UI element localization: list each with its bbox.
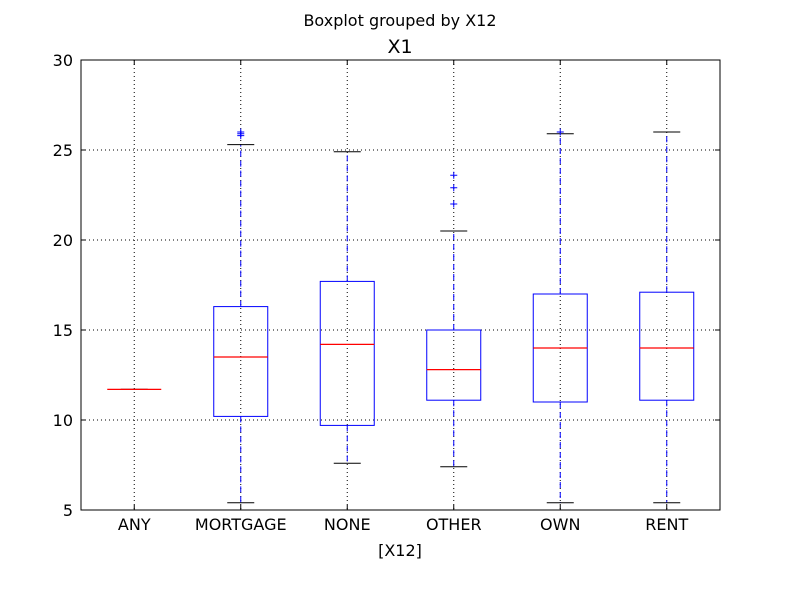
y-tick-label: 15 (53, 321, 73, 340)
x-tick-label: ANY (118, 515, 151, 534)
x-tick-label: NONE (324, 515, 371, 534)
box-own (532, 128, 588, 504)
box-rent (639, 131, 695, 504)
x-tick-label: MORTGAGE (195, 515, 287, 534)
iqr-box (426, 329, 482, 401)
iqr-box (639, 291, 695, 401)
box-mortgage (213, 128, 269, 504)
chart-suptitle: Boxplot grouped by X12 (303, 11, 496, 30)
iqr-box (213, 306, 269, 417)
x-axis-label: [X12] (378, 541, 422, 560)
y-tick-label: 25 (53, 141, 73, 160)
iqr-box (319, 280, 375, 426)
box-other (426, 171, 482, 468)
y-tick-label: 20 (53, 231, 73, 250)
grid-lines (81, 60, 720, 510)
outlier-point (450, 171, 458, 179)
box-none (319, 151, 375, 464)
axis-ticks: 5 10 15 20 25 30 ANY MORTGAGE NONE OTHER OWN RENT (53, 51, 720, 534)
y-tick-label: 30 (53, 51, 73, 70)
box-layer (107, 128, 695, 504)
outlier-point (237, 128, 245, 136)
y-tick-label: 10 (53, 411, 73, 430)
outlier-point (450, 200, 458, 208)
x-tick-label: OWN (540, 515, 580, 534)
outlier-point (450, 184, 458, 192)
outlier-point (556, 128, 564, 136)
y-tick-label: 5 (63, 501, 73, 520)
x-tick-label: OTHER (426, 515, 482, 534)
chart-title: X1 (387, 36, 412, 58)
plot-frame (80, 59, 721, 511)
x-tick-label: RENT (645, 515, 688, 534)
